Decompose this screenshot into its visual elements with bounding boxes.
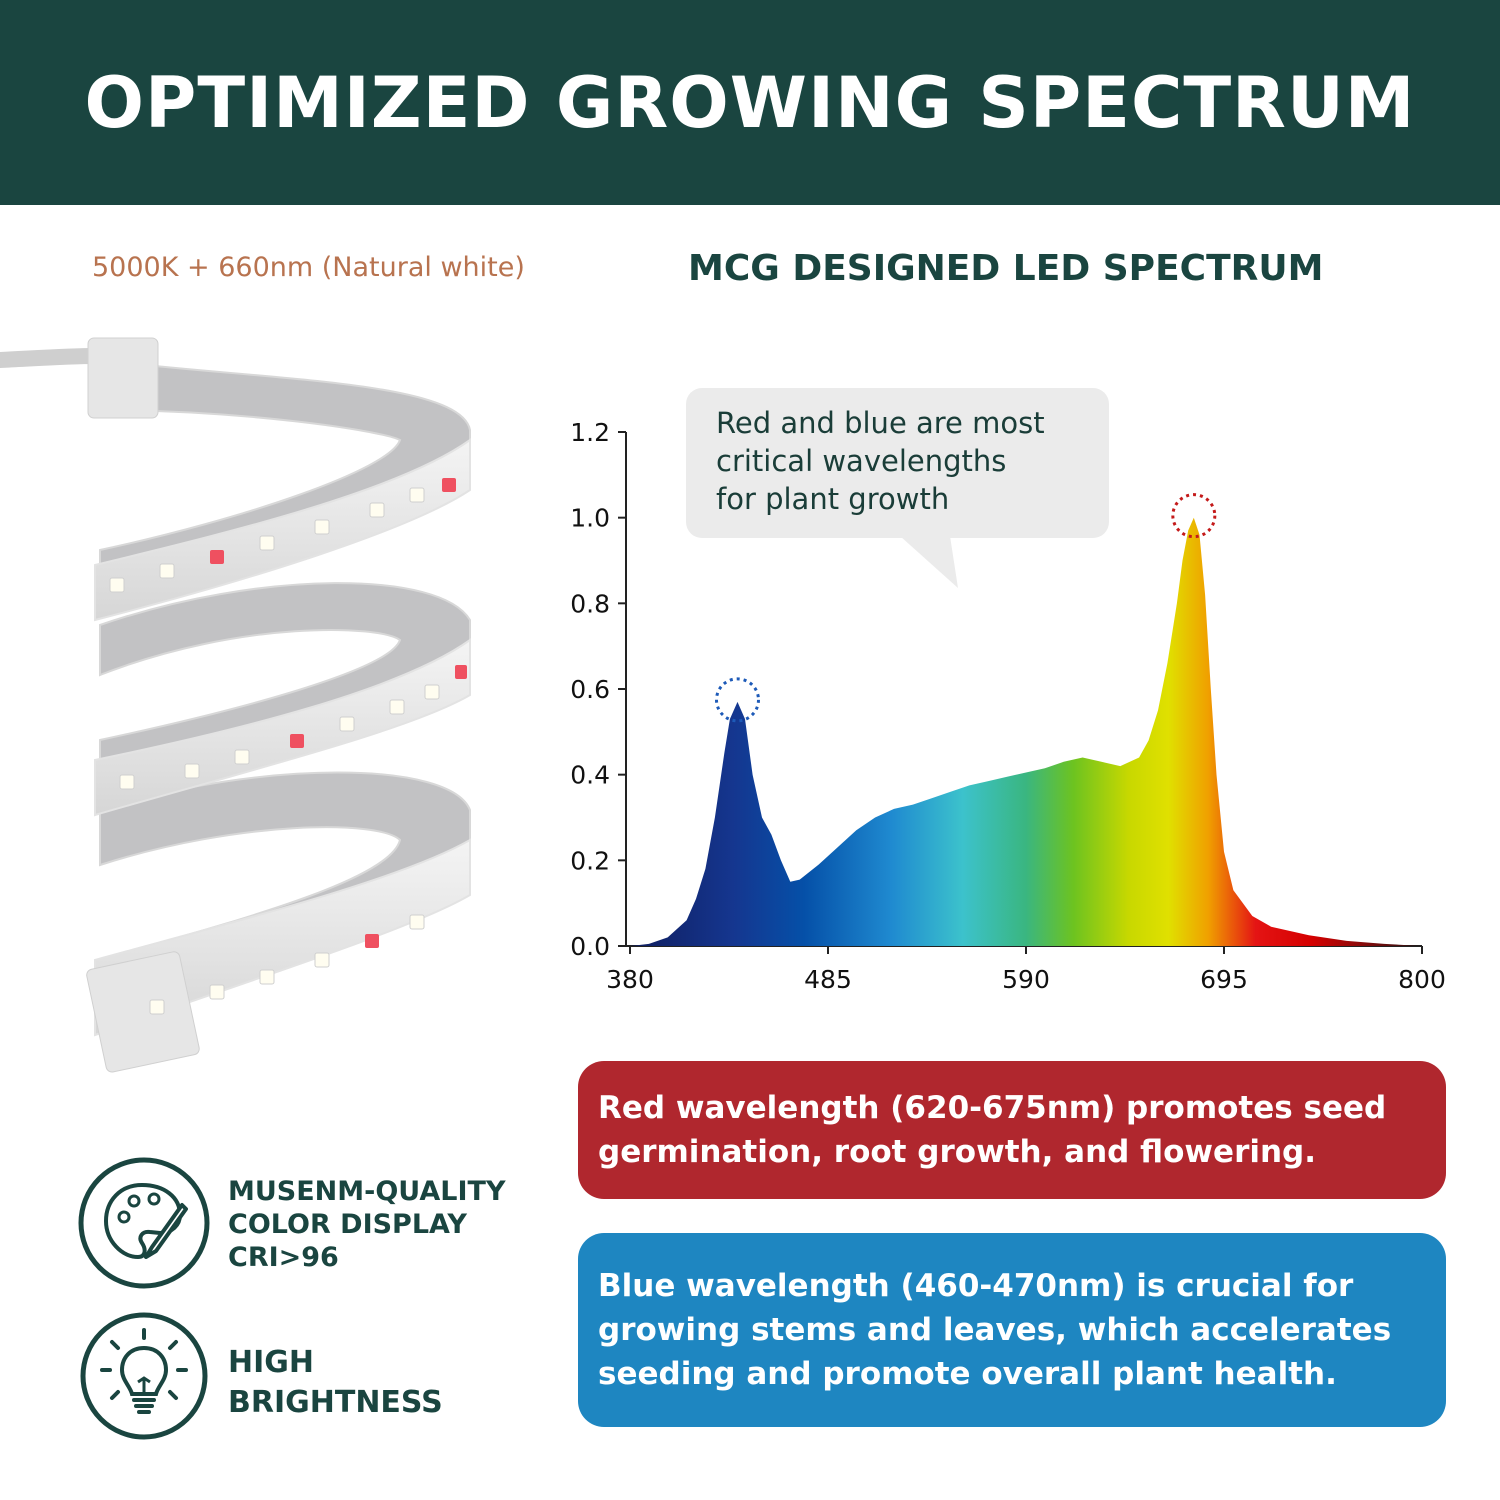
tick-labels: 0.0 0.2 0.4 0.6 0.8 1.0 1.2 380 485 590 695 800 — [570, 418, 1446, 994]
callout-bubble: Red and blue are most critical wavelengt… — [686, 388, 1109, 538]
feature-line: HIGH — [228, 1345, 315, 1380]
feature-line: CRI>96 — [228, 1242, 339, 1273]
red-box-line: germination, root growth, and flowering. — [598, 1134, 1317, 1170]
red-wavelength-box: Red wavelength (620-675nm) promotes seed… — [578, 1061, 1446, 1199]
feature-line: COLOR DISPLAY — [228, 1209, 467, 1240]
y-tick-label: 1.0 — [570, 504, 610, 533]
blue-box-line: Blue wavelength (460-470nm) is crucial f… — [598, 1268, 1354, 1304]
y-tick-label: 0.6 — [570, 675, 610, 704]
blue-box-line: seeding and promote overall plant health… — [598, 1356, 1337, 1392]
feature-color-display: MUSENM-QUALITY COLOR DISPLAY CRI>96 — [228, 1175, 506, 1274]
header-banner: OPTIMIZED GROWING SPECTRUM — [0, 0, 1500, 205]
callout-tail — [900, 536, 958, 588]
callout-line: for plant growth — [716, 482, 950, 516]
callout-text: Red and blue are most critical wavelengt… — [716, 404, 1096, 518]
blue-wavelength-box: Blue wavelength (460-470nm) is crucial f… — [578, 1233, 1446, 1427]
feature-line: BRIGHTNESS — [228, 1385, 443, 1420]
x-tick-label: 380 — [606, 965, 654, 994]
x-tick-label: 590 — [1002, 965, 1050, 994]
y-tick-label: 0.4 — [570, 761, 610, 790]
y-tick-label: 1.2 — [570, 418, 610, 447]
red-peak-marker — [1171, 493, 1217, 539]
x-tick-label: 800 — [1398, 965, 1446, 994]
spectrum-chart: 0.0 0.2 0.4 0.6 0.8 1.0 1.2 380 485 590 695 800 — [570, 418, 1446, 994]
spectrum-title: MCG DESIGNED LED SPECTRUM — [688, 248, 1324, 289]
strip-subtitle: 5000K + 660nm (Natural white) — [92, 252, 525, 283]
y-tick-label: 0.8 — [570, 589, 610, 618]
lightbulb-icon — [80, 1312, 208, 1440]
y-tick-label: 0.0 — [570, 932, 610, 961]
x-tick-label: 485 — [804, 965, 852, 994]
palette-icon — [78, 1157, 210, 1289]
feature-line: MUSENM-QUALITY — [228, 1176, 506, 1207]
page-title: OPTIMIZED GROWING SPECTRUM — [84, 61, 1416, 144]
feature-brightness: HIGH BRIGHTNESS — [228, 1343, 443, 1423]
blue-box-line: growing stems and leaves, which accelera… — [598, 1312, 1392, 1348]
callout-line: critical wavelengths — [716, 444, 1007, 478]
x-tick-label: 695 — [1200, 965, 1248, 994]
red-box-line: Red wavelength (620-675nm) promotes seed — [598, 1090, 1387, 1126]
y-tick-label: 0.2 — [570, 846, 610, 875]
spectrum-area — [630, 517, 1422, 946]
callout-line: Red and blue are most — [716, 406, 1045, 440]
led-strip-image — [0, 337, 471, 1073]
